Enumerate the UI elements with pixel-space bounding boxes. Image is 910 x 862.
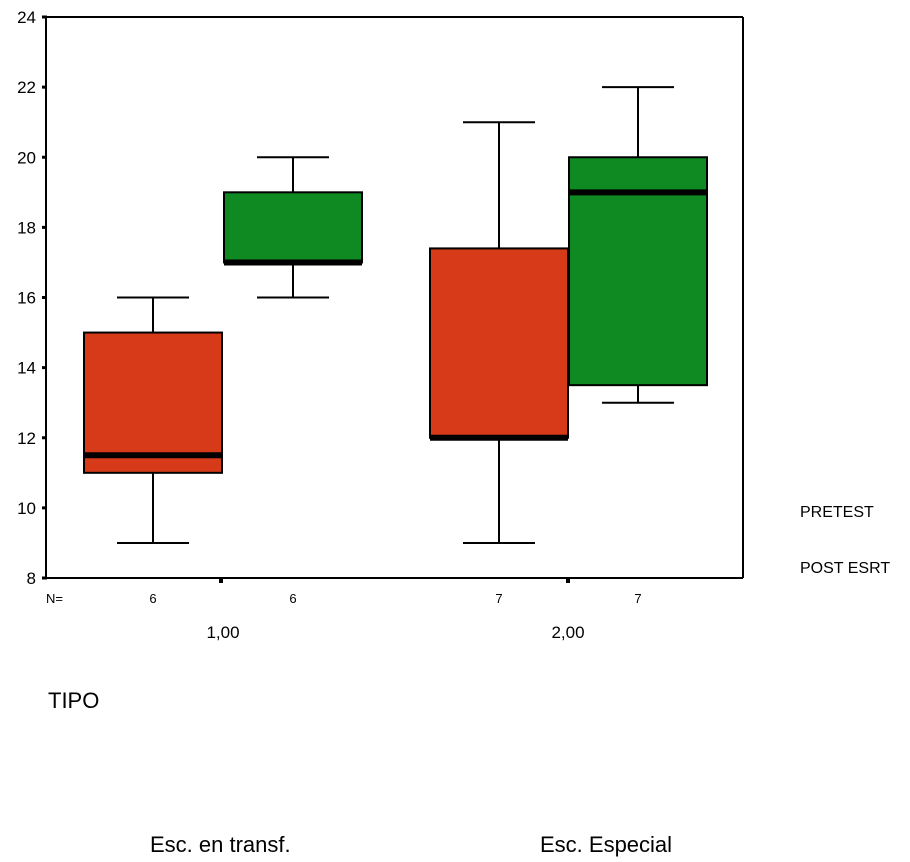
n-count-1-0: 6 (289, 591, 296, 606)
legend-label-post-esrt: POST ESRT (800, 560, 890, 577)
y-tick-label-18: 18 (17, 218, 36, 237)
n-count-0-1: 7 (495, 591, 502, 606)
box-post-esrt-1 (223, 191, 363, 264)
x-axis-title: TIPO (48, 688, 99, 713)
y-tick-label-16: 16 (17, 289, 36, 308)
legend-label-pretest: PRETEST (800, 504, 874, 521)
box-pretest-2 (429, 247, 569, 439)
y-tick-label-24: 24 (17, 8, 36, 27)
box-pretest-1 (83, 331, 223, 474)
n-label: N= (46, 591, 63, 606)
y-tick-label-14: 14 (17, 359, 36, 378)
group-description-1: Esc. en transf. (150, 832, 291, 857)
group-description-2: Esc. Especial (540, 832, 672, 857)
y-tick-label-12: 12 (17, 429, 36, 448)
x-group-label-2: 2,00 (551, 623, 584, 642)
y-tick-label-8: 8 (27, 569, 36, 588)
y-tick-label-20: 20 (17, 148, 36, 167)
x-group-label-1: 1,00 (206, 623, 239, 642)
n-count-0-0: 6 (149, 591, 156, 606)
y-tick-label-10: 10 (17, 499, 36, 518)
y-tick-label-22: 22 (17, 78, 36, 97)
n-count-1-1: 7 (634, 591, 641, 606)
